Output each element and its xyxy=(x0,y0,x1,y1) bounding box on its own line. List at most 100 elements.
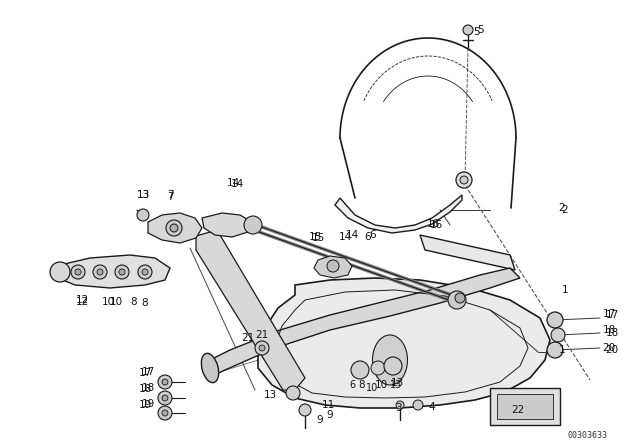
Text: 5: 5 xyxy=(474,27,480,37)
Circle shape xyxy=(162,395,168,401)
Text: 10: 10 xyxy=(366,383,378,393)
Text: 14: 14 xyxy=(346,230,358,240)
Circle shape xyxy=(384,357,402,375)
Text: 8: 8 xyxy=(358,380,365,390)
Circle shape xyxy=(162,379,168,385)
Text: 14: 14 xyxy=(339,232,351,242)
Circle shape xyxy=(547,342,563,358)
Circle shape xyxy=(158,391,172,405)
Circle shape xyxy=(138,265,152,279)
Text: 14: 14 xyxy=(230,179,244,189)
Text: 3: 3 xyxy=(395,403,401,413)
Text: 16: 16 xyxy=(429,220,443,230)
Circle shape xyxy=(259,345,265,351)
Circle shape xyxy=(97,269,103,275)
Circle shape xyxy=(115,265,129,279)
Circle shape xyxy=(158,406,172,420)
Text: 12: 12 xyxy=(76,297,88,307)
Text: 17: 17 xyxy=(141,367,155,377)
Polygon shape xyxy=(208,268,520,378)
Circle shape xyxy=(93,265,107,279)
Text: 2: 2 xyxy=(562,205,568,215)
Circle shape xyxy=(75,269,81,275)
Polygon shape xyxy=(148,213,202,243)
Text: 6: 6 xyxy=(349,380,355,390)
Text: 15: 15 xyxy=(308,232,322,242)
Text: 21: 21 xyxy=(241,333,255,343)
Text: 20: 20 xyxy=(602,343,616,353)
Text: 17: 17 xyxy=(602,309,616,319)
Circle shape xyxy=(255,341,269,355)
Polygon shape xyxy=(490,388,560,425)
Text: 17: 17 xyxy=(138,368,152,378)
Circle shape xyxy=(158,375,172,389)
Text: 6: 6 xyxy=(365,232,371,242)
Text: 21: 21 xyxy=(255,330,269,340)
Polygon shape xyxy=(258,278,550,408)
Polygon shape xyxy=(497,394,553,419)
Circle shape xyxy=(50,262,70,282)
Text: 13: 13 xyxy=(136,190,150,200)
Polygon shape xyxy=(335,195,462,233)
Circle shape xyxy=(547,312,563,328)
Text: 19: 19 xyxy=(138,400,152,410)
Text: 8: 8 xyxy=(131,297,138,307)
Text: 18: 18 xyxy=(605,328,619,338)
Text: 22: 22 xyxy=(511,405,525,415)
Circle shape xyxy=(455,293,465,303)
Circle shape xyxy=(299,404,311,416)
Text: 6: 6 xyxy=(370,230,376,240)
Text: 13: 13 xyxy=(136,190,150,200)
Circle shape xyxy=(448,291,466,309)
Circle shape xyxy=(327,260,339,272)
Text: 11: 11 xyxy=(321,400,335,410)
Circle shape xyxy=(170,224,178,232)
Circle shape xyxy=(413,400,423,410)
Polygon shape xyxy=(58,255,170,288)
Ellipse shape xyxy=(372,335,408,385)
Text: 4: 4 xyxy=(429,402,435,412)
Text: 00303633: 00303633 xyxy=(568,431,608,440)
Text: 2: 2 xyxy=(559,203,565,213)
Text: 20: 20 xyxy=(605,345,619,355)
Polygon shape xyxy=(420,235,515,270)
Circle shape xyxy=(137,209,149,221)
Polygon shape xyxy=(196,232,305,390)
Circle shape xyxy=(119,269,125,275)
Circle shape xyxy=(166,220,182,236)
Text: 1: 1 xyxy=(559,345,565,355)
Circle shape xyxy=(71,265,85,279)
Text: 10: 10 xyxy=(374,380,388,390)
Text: 5: 5 xyxy=(477,25,483,35)
Text: 10: 10 xyxy=(101,297,115,307)
Circle shape xyxy=(456,172,472,188)
Text: 18: 18 xyxy=(141,383,155,393)
Text: 18: 18 xyxy=(138,384,152,394)
Polygon shape xyxy=(314,256,352,278)
Text: 16: 16 xyxy=(426,219,440,229)
Circle shape xyxy=(244,216,262,234)
Circle shape xyxy=(460,176,468,184)
Text: 7: 7 xyxy=(166,192,173,202)
Text: 13: 13 xyxy=(264,390,276,400)
Polygon shape xyxy=(202,213,252,237)
Circle shape xyxy=(286,386,300,400)
Text: 1: 1 xyxy=(562,285,568,295)
Circle shape xyxy=(371,361,385,375)
Circle shape xyxy=(351,361,369,379)
Text: 7: 7 xyxy=(166,190,173,200)
Text: 10: 10 xyxy=(109,297,123,307)
Text: 15: 15 xyxy=(312,233,324,243)
Text: 8: 8 xyxy=(141,298,148,308)
Circle shape xyxy=(463,25,473,35)
Text: 9: 9 xyxy=(317,415,323,425)
Text: 18: 18 xyxy=(602,325,616,335)
Circle shape xyxy=(162,410,168,416)
Circle shape xyxy=(142,269,148,275)
Text: 13: 13 xyxy=(390,378,404,388)
Circle shape xyxy=(551,328,565,342)
Text: 13: 13 xyxy=(390,380,402,390)
Text: 19: 19 xyxy=(141,399,155,409)
Text: 12: 12 xyxy=(76,295,88,305)
Text: 17: 17 xyxy=(605,310,619,320)
